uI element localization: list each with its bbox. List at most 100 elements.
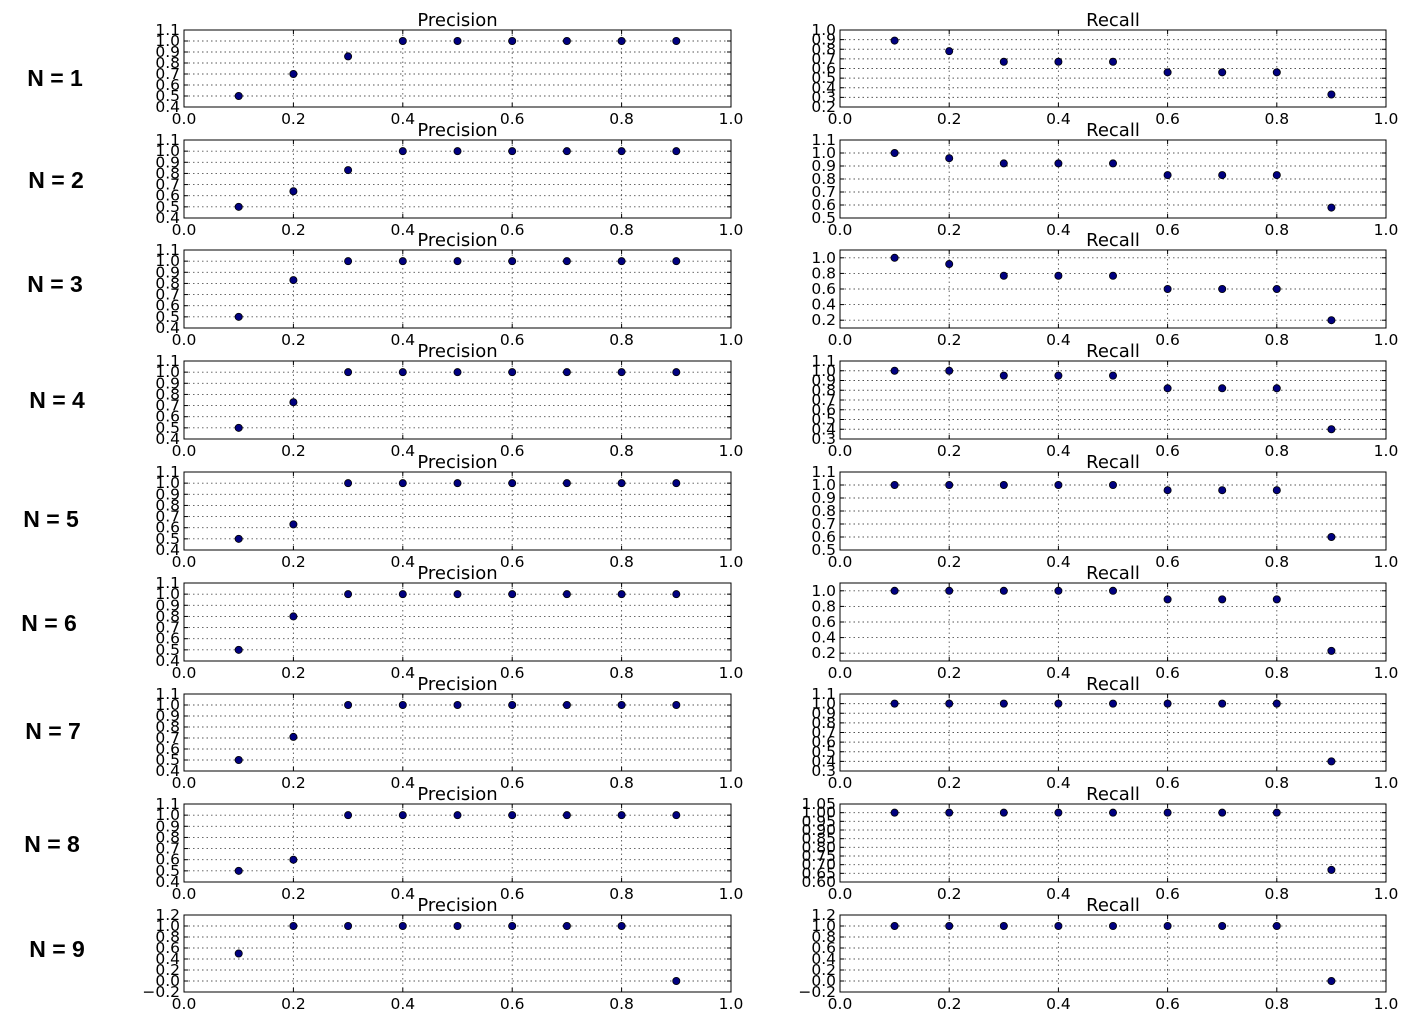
data-point [1163, 171, 1172, 180]
y-tick-label: 1.1 [155, 21, 180, 39]
x-tick-label: 0.2 [281, 885, 306, 903]
x-tick-label: 0.6 [500, 442, 525, 460]
recall-panel: 0.50.60.70.80.91.01.10.0 0.2 0.4 0.6 0.8 1.0R… [811, 452, 1398, 571]
data-point [617, 37, 626, 46]
data-point [508, 368, 517, 377]
panel-title: Precision [417, 120, 497, 141]
y-tick-label: 0.8 [811, 714, 836, 732]
x-tick-label: 1.0 [1374, 885, 1399, 903]
data-point [1109, 57, 1118, 66]
data-point [672, 257, 681, 266]
row-label: N = 2 [28, 167, 84, 193]
axes-frame [183, 914, 732, 993]
x-tick-label: 0.6 [500, 885, 525, 903]
data-point [1218, 284, 1227, 293]
y-tick-label: 0.9 [155, 817, 180, 835]
panel-title: Precision [417, 341, 497, 362]
x-tick-label: 0.4 [1046, 110, 1071, 128]
y-tick-label: −0.2 [798, 983, 836, 1001]
axes-frame [839, 139, 1387, 219]
data-point [453, 922, 462, 931]
data-point [672, 811, 681, 820]
y-tick-label: 1.0 [811, 362, 836, 380]
data-point [617, 479, 626, 488]
row-label: N = 9 [29, 936, 85, 962]
y-tick-label: 0.6 [155, 851, 180, 869]
y-tick-label: 0.8 [811, 264, 836, 282]
data-point [1272, 486, 1281, 495]
data-point [508, 701, 517, 710]
data-point [398, 257, 407, 266]
data-point [672, 977, 681, 986]
data-point [617, 590, 626, 599]
y-tick-label: 0.2 [155, 961, 180, 979]
y-tick-label: 0.95 [801, 812, 836, 830]
y-tick-label: 0.4 [155, 873, 180, 891]
y-tick-label: 0.8 [811, 502, 836, 520]
y-tick-label: 1.0 [811, 695, 836, 713]
data-point [945, 922, 954, 931]
x-tick-label: 0.8 [1264, 110, 1289, 128]
data-point [289, 922, 298, 931]
data-point [999, 57, 1008, 66]
x-tick-label: 0.2 [937, 331, 962, 349]
data-point [562, 479, 571, 488]
y-tick-label: 0.75 [801, 847, 836, 865]
data-point [1163, 699, 1172, 708]
axes-frame [839, 914, 1387, 993]
y-tick-label: 0.4 [811, 296, 836, 314]
x-tick-label: 0.0 [828, 110, 853, 128]
data-point [1272, 808, 1281, 817]
data-point [562, 37, 571, 46]
x-tick-label: 0.0 [828, 774, 853, 792]
data-point [1163, 486, 1172, 495]
y-tick-label: 0.8 [811, 928, 836, 946]
x-tick-label: 1.0 [719, 553, 744, 571]
y-tick-label: 1.0 [811, 476, 836, 494]
y-tick-label: 1.0 [155, 917, 180, 935]
axes-frame [839, 471, 1387, 551]
panel-title: Precision [417, 784, 497, 805]
y-tick-label: 0.4 [811, 79, 836, 97]
x-tick-label: 0.2 [937, 995, 962, 1013]
data-point [890, 808, 899, 817]
data-point [1054, 159, 1063, 168]
y-tick-label: 1.2 [811, 906, 836, 924]
data-point [1218, 486, 1227, 495]
x-tick-label: 0.0 [172, 995, 197, 1013]
precision-panel: 0.40.50.60.70.80.91.01.10.0 0.2 0.4 0.6 0.8 1… [155, 563, 743, 682]
y-tick-label: 0.6 [155, 630, 180, 648]
data-point [508, 922, 517, 931]
data-point [945, 699, 954, 708]
data-point [398, 147, 407, 156]
y-tick-label: 1.1 [155, 352, 180, 370]
data-point [1054, 371, 1063, 380]
x-tick-label: 0.0 [172, 664, 197, 682]
x-tick-label: 1.0 [719, 885, 744, 903]
recall-panel: −0.20.00.20.40.60.81.01.20.0 0.2 0.4 0.6 0.8… [798, 895, 1398, 1013]
data-point [999, 922, 1008, 931]
y-tick-label: 0.6 [155, 408, 180, 426]
recall-panel: 0.30.40.50.60.70.80.91.01.10.0 0.2 0.4 0.6 0… [811, 341, 1398, 460]
x-tick-label: 0.4 [390, 553, 415, 571]
data-point [234, 866, 243, 875]
y-tick-label: 0.5 [811, 69, 836, 87]
y-tick-label: 0.5 [155, 751, 180, 769]
x-tick-label: 1.0 [719, 664, 744, 682]
x-tick-label: 0.4 [1046, 553, 1071, 571]
data-point [890, 699, 899, 708]
x-tick-label: 1.0 [719, 442, 744, 460]
panel-title: Recall [1086, 895, 1140, 916]
x-tick-label: 1.0 [1374, 995, 1399, 1013]
recall-panel: 0.600.650.700.750.800.850.900.951.001.05… [801, 784, 1398, 903]
y-tick-label: 1.1 [155, 131, 180, 149]
precision-panel: −0.20.00.20.40.60.81.01.20.0 0.2 0.4 0.6 0.8… [142, 895, 743, 1013]
data-point [344, 368, 353, 377]
data-point [672, 368, 681, 377]
precision-panel: 0.40.50.60.70.80.91.01.10.0 0.2 0.4 0.6 0.8 1… [155, 784, 743, 903]
x-tick-label: 0.4 [390, 331, 415, 349]
data-point [945, 366, 954, 375]
data-point [945, 586, 954, 595]
y-tick-label: 1.1 [155, 463, 180, 481]
